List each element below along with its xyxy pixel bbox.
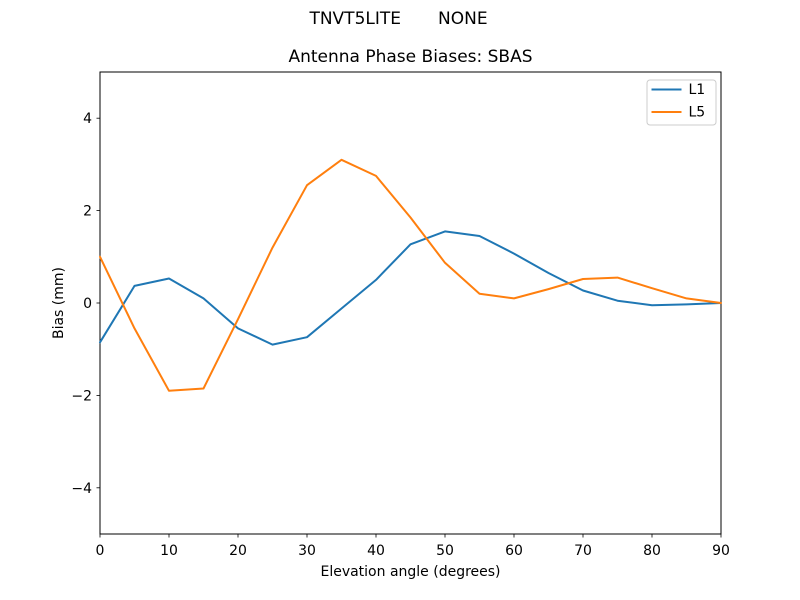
suptitle-antenna-name: TNVT5LITE <box>308 9 401 29</box>
y-tick-label: −2 <box>71 388 92 404</box>
y-tick-label: 4 <box>83 111 92 127</box>
x-tick-label: 40 <box>367 543 385 559</box>
legend: L1 L5 <box>646 79 717 126</box>
x-tick-label: 60 <box>505 543 523 559</box>
x-tick-label: 10 <box>160 543 178 559</box>
series-line-l5 <box>99 158 722 392</box>
x-tick-label: 90 <box>712 543 730 559</box>
y-tick-label: 2 <box>83 204 92 220</box>
legend-box <box>646 79 717 126</box>
x-tick-label: 50 <box>436 543 454 559</box>
x-axis-label: Elevation angle (degrees) <box>320 564 500 580</box>
x-tick-label: 30 <box>298 543 316 559</box>
axis-ticks: 0 10 20 30 40 50 60 70 80 90 −4 −2 0 2 4 <box>71 111 730 559</box>
legend-label-l1: L1 <box>689 82 706 98</box>
series-lines <box>99 158 722 392</box>
y-axis-label: Bias (mm) <box>51 267 67 339</box>
y-tick-label: −4 <box>71 481 92 497</box>
x-tick-label: 0 <box>96 543 105 559</box>
series-line-l1 <box>99 230 722 346</box>
legend-label-l5: L5 <box>689 105 706 121</box>
x-tick-label: 80 <box>643 543 661 559</box>
x-tick-label: 20 <box>229 543 247 559</box>
plot-area-border <box>99 71 722 535</box>
y-tick-label: 0 <box>83 296 92 312</box>
suptitle-radome-name: NONE <box>438 9 488 29</box>
x-tick-label: 70 <box>574 543 592 559</box>
axes-title: Antenna Phase Biases: SBAS <box>288 47 532 67</box>
